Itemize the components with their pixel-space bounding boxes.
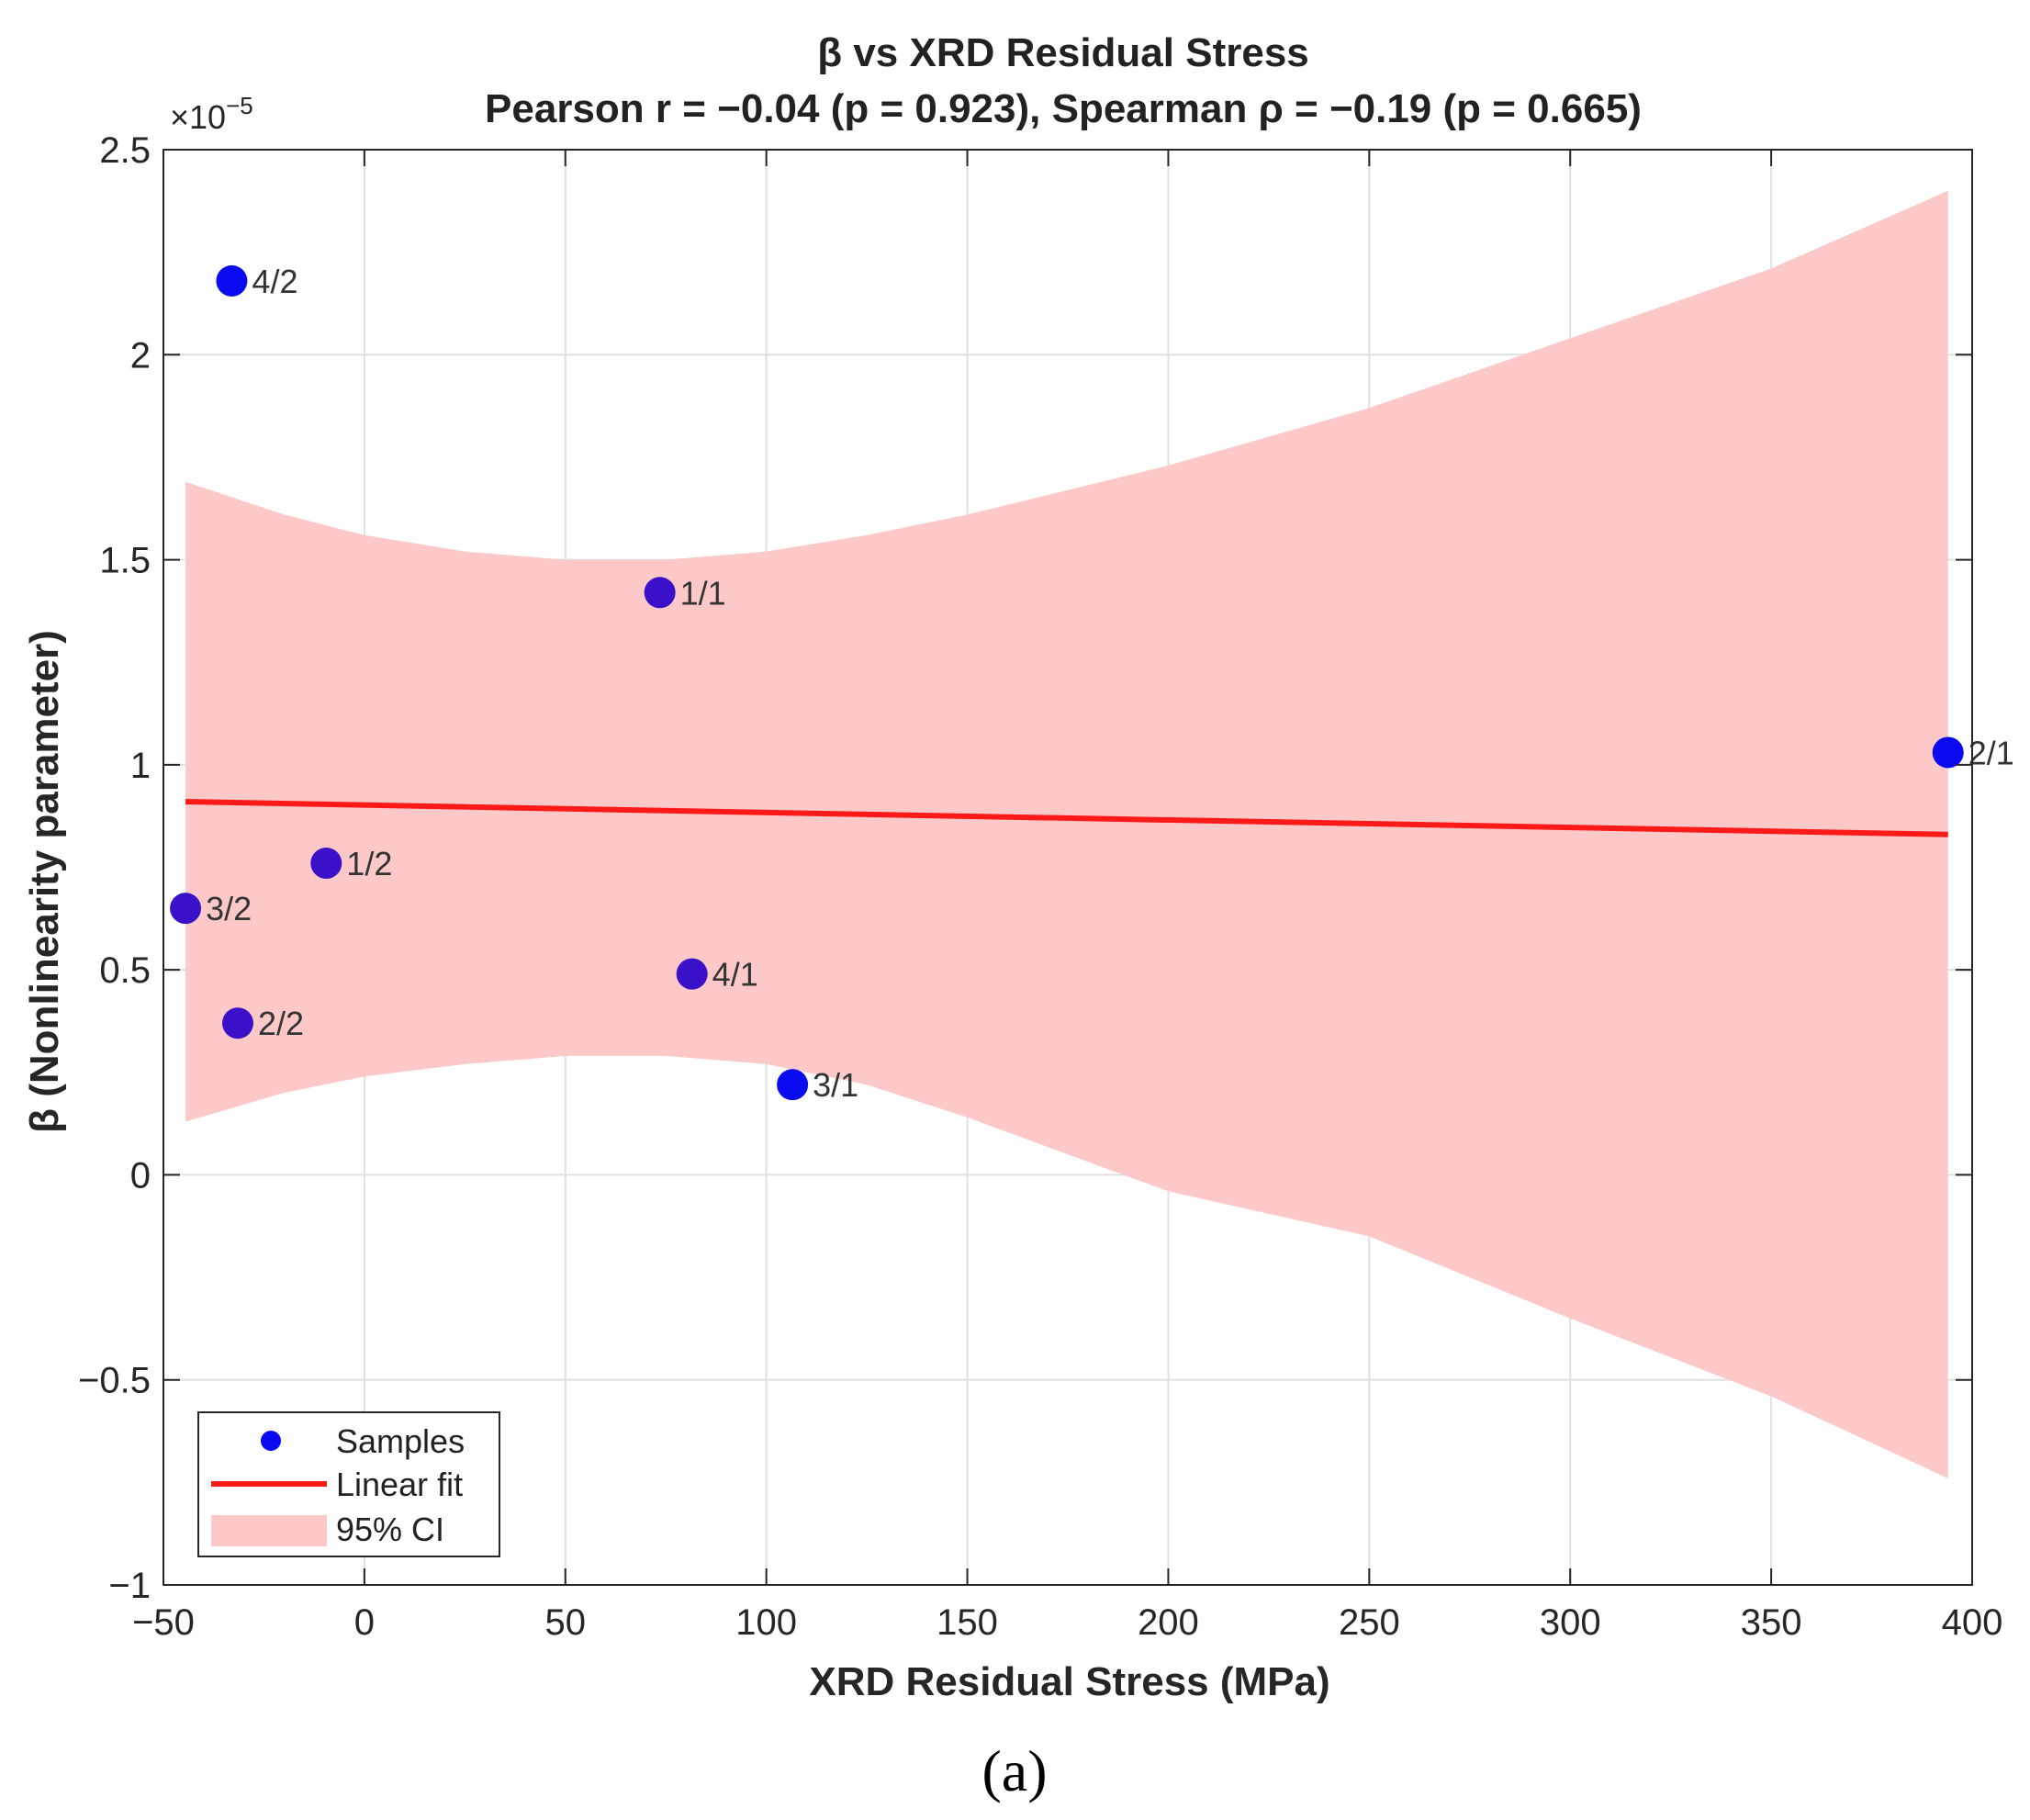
data-point-label: 1/1 xyxy=(680,574,726,612)
x-axis-label: XRD Residual Stress (MPa) xyxy=(809,1659,1329,1704)
x-tick-label: 0 xyxy=(354,1602,375,1643)
data-point xyxy=(777,1069,809,1101)
x-tick-label: 350 xyxy=(1741,1602,1802,1643)
axes-box xyxy=(163,149,1973,1586)
linear-fit-line xyxy=(185,799,1948,837)
y-tick-label: 0.5 xyxy=(99,950,151,991)
x-tick-label: 150 xyxy=(936,1602,998,1643)
legend-samples-marker xyxy=(261,1431,281,1451)
y-tick-labels: −1 −0.5 0 0.5 1 1.5 2 2.5 xyxy=(78,130,151,1606)
legend-samples-label: Samples xyxy=(336,1422,465,1460)
x-tick-label: 100 xyxy=(735,1602,797,1643)
data-point-label: 3/2 xyxy=(206,890,252,927)
legend-fit-label: Linear fit xyxy=(336,1466,463,1503)
data-point xyxy=(676,958,708,990)
y-tick-label: 2 xyxy=(130,335,151,376)
data-point xyxy=(310,848,342,880)
y-tick-label: 2.5 xyxy=(99,130,151,171)
data-point xyxy=(644,577,676,609)
data-point-label: 2/1 xyxy=(1968,734,2014,771)
x-tick-label: 250 xyxy=(1339,1602,1400,1643)
confidence-band xyxy=(185,190,1948,1478)
legend: Samples Linear fit 95% CI xyxy=(197,1411,500,1557)
x-tick-label: −50 xyxy=(132,1602,195,1643)
chart-title: β vs XRD Residual Stress xyxy=(817,30,1309,75)
fit-line xyxy=(185,799,1948,837)
x-tick-label: 300 xyxy=(1540,1602,1601,1643)
data-point-label: 3/1 xyxy=(813,1066,858,1104)
x-tick-label: 400 xyxy=(1942,1602,2003,1643)
y-tick-label: 1 xyxy=(130,746,151,786)
data-point-label: 1/2 xyxy=(346,845,392,882)
y-axis-label: β (Nonlinearity parameter) xyxy=(22,630,67,1133)
x-tick-labels: −50 0 50 100 150 200 250 300 350 400 xyxy=(132,1602,2002,1643)
y-tick-label: −0.5 xyxy=(78,1361,151,1401)
data-point-label: 4/1 xyxy=(712,956,758,994)
legend-ci-label: 95% CI xyxy=(336,1511,444,1548)
y-tick-label: −1 xyxy=(108,1566,151,1606)
data-points: 4/2 1/1 2/1 1/2 3/2 4/1 2/2 3/1 xyxy=(170,263,2014,1104)
axes xyxy=(163,149,1973,1586)
legend-ci-swatch xyxy=(211,1515,327,1546)
y-tick-label: 0 xyxy=(130,1155,151,1196)
data-point-label: 2/2 xyxy=(258,1005,304,1042)
ci-band xyxy=(185,190,1948,1478)
data-point xyxy=(221,1007,253,1039)
figure-caption: (a) xyxy=(981,1738,1047,1803)
y-exponent: ×10−5 xyxy=(170,92,253,136)
y-tick-label: 1.5 xyxy=(99,541,151,581)
data-point xyxy=(170,893,202,925)
chart-subtitle: Pearson r = −0.04 (p = 0.923), Spearman … xyxy=(485,86,1642,131)
x-tick-label: 200 xyxy=(1138,1602,1199,1643)
x-tick-label: 50 xyxy=(545,1602,587,1643)
y-exponent-base: ×10 xyxy=(170,98,226,136)
data-point xyxy=(216,264,248,297)
data-point-label: 4/2 xyxy=(252,263,297,300)
data-point xyxy=(1932,736,1964,769)
y-exponent-power: −5 xyxy=(226,92,253,119)
